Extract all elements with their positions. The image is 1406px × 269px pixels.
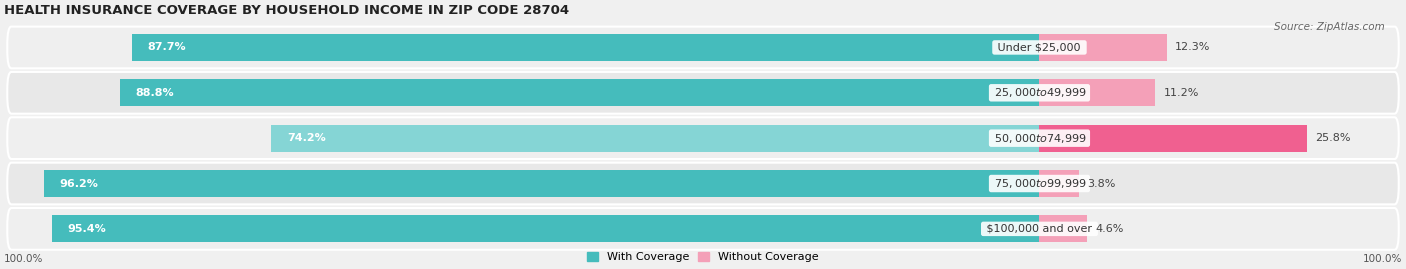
Bar [1039,170,1078,197]
FancyBboxPatch shape [7,208,1399,250]
Bar [271,125,1039,152]
Text: Under $25,000: Under $25,000 [994,43,1084,52]
Text: 12.3%: 12.3% [1175,43,1211,52]
Bar [1039,125,1306,152]
Text: 87.7%: 87.7% [148,43,186,52]
Text: 88.8%: 88.8% [135,88,174,98]
Bar [1039,79,1156,107]
Text: 3.8%: 3.8% [1087,179,1115,189]
Bar [1039,34,1167,61]
Bar [52,215,1039,242]
FancyBboxPatch shape [7,72,1399,114]
FancyBboxPatch shape [7,117,1399,159]
Bar [44,170,1039,197]
Text: 25.8%: 25.8% [1315,133,1350,143]
FancyBboxPatch shape [7,27,1399,68]
Text: 96.2%: 96.2% [59,179,98,189]
Text: HEALTH INSURANCE COVERAGE BY HOUSEHOLD INCOME IN ZIP CODE 28704: HEALTH INSURANCE COVERAGE BY HOUSEHOLD I… [4,4,569,17]
Text: $25,000 to $49,999: $25,000 to $49,999 [991,86,1088,99]
Text: 74.2%: 74.2% [287,133,326,143]
Bar [1039,215,1087,242]
Legend: With Coverage, Without Coverage: With Coverage, Without Coverage [582,248,824,267]
Text: 100.0%: 100.0% [4,254,44,264]
Bar [132,34,1039,61]
Text: $100,000 and over: $100,000 and over [983,224,1095,234]
Bar [120,79,1039,107]
Text: $50,000 to $74,999: $50,000 to $74,999 [991,132,1088,145]
Text: 11.2%: 11.2% [1164,88,1199,98]
FancyBboxPatch shape [7,163,1399,204]
Text: Source: ZipAtlas.com: Source: ZipAtlas.com [1274,22,1385,31]
Text: 95.4%: 95.4% [67,224,105,234]
Text: 100.0%: 100.0% [1362,254,1402,264]
Text: $75,000 to $99,999: $75,000 to $99,999 [991,177,1088,190]
Text: 4.6%: 4.6% [1095,224,1123,234]
